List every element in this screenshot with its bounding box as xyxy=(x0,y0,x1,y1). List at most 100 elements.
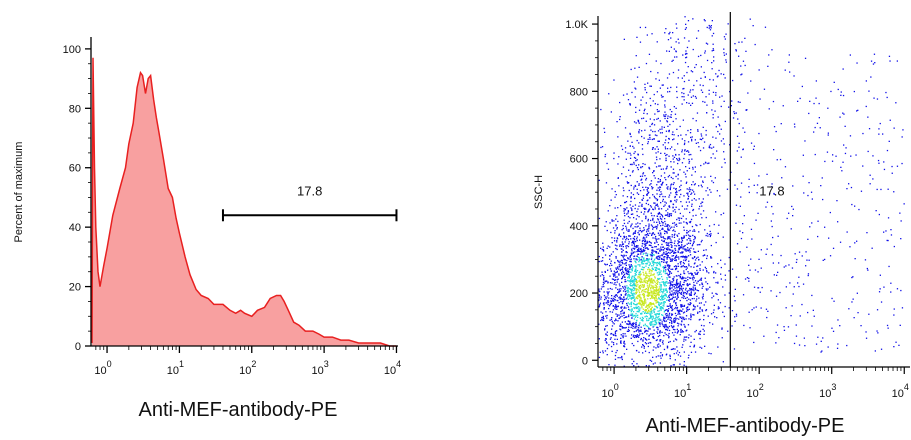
scatter-point xyxy=(648,261,650,263)
scatter-point xyxy=(722,361,724,363)
scatter-point xyxy=(633,307,635,309)
scatter-point xyxy=(808,182,810,184)
scatter-point xyxy=(680,291,683,294)
scatter-point xyxy=(748,277,750,280)
scatter-point xyxy=(693,239,695,241)
scatter-point xyxy=(685,293,688,295)
scatter-point xyxy=(652,228,654,230)
scatter-point xyxy=(673,182,675,184)
scatter-point xyxy=(634,235,636,238)
scatter-point xyxy=(612,299,614,301)
scatter-point xyxy=(630,309,632,311)
scatter-point xyxy=(619,298,621,300)
scatter-point xyxy=(638,122,640,124)
scatter-point xyxy=(639,239,641,241)
scatter-point xyxy=(641,117,643,120)
scatter-point xyxy=(615,306,617,308)
scatter-point xyxy=(663,259,665,262)
scatter-point xyxy=(644,245,646,247)
scatter-point xyxy=(657,310,659,312)
scatter-point xyxy=(645,291,647,293)
scatter-point xyxy=(669,316,672,318)
scatter-point xyxy=(661,227,664,229)
scatter-point xyxy=(728,179,730,181)
scatter-point xyxy=(657,130,660,132)
scatter-point xyxy=(691,277,694,279)
scatter-point xyxy=(650,315,652,318)
scatter-point xyxy=(645,280,647,282)
scatter-point xyxy=(683,280,686,282)
scatter-point xyxy=(656,203,658,205)
scatter-point xyxy=(648,258,650,260)
scatter-point xyxy=(903,203,905,205)
scatter-point xyxy=(637,314,639,316)
scatter-point xyxy=(648,328,650,330)
scatter-point xyxy=(688,195,690,198)
scatter-point xyxy=(737,118,739,120)
scatter-point xyxy=(766,316,768,319)
scatter-point xyxy=(613,152,615,154)
scatter-point xyxy=(629,280,632,282)
scatter-point xyxy=(612,305,614,307)
scatter-point xyxy=(610,345,613,348)
scatter-point xyxy=(627,323,629,325)
scatter-point xyxy=(726,188,729,190)
scatter-point xyxy=(651,188,653,190)
scatter-point xyxy=(648,225,650,227)
scatter-point xyxy=(620,337,622,339)
scatter-point xyxy=(675,223,678,225)
scatter-point xyxy=(655,266,657,269)
scatter-point xyxy=(614,274,616,276)
scatter-point xyxy=(677,173,679,175)
scatter-point xyxy=(710,313,713,315)
scatter-point xyxy=(846,344,848,347)
scatter-point xyxy=(806,259,808,261)
scatter-point xyxy=(685,234,687,237)
scatter-point xyxy=(645,186,647,188)
scatter-point xyxy=(665,320,668,322)
scatter-point xyxy=(658,79,660,81)
scatter-point xyxy=(760,307,762,309)
scatter-point xyxy=(620,342,622,344)
scatter-point xyxy=(676,278,678,281)
scatter-point xyxy=(827,346,829,348)
scatter-point xyxy=(613,295,615,297)
scatter-point xyxy=(666,299,668,301)
scatter-point xyxy=(666,224,669,226)
scatter-point xyxy=(706,26,708,29)
scatter-point xyxy=(627,302,629,304)
scatter-point xyxy=(653,333,655,335)
scatter-point xyxy=(693,256,696,258)
scatter-point xyxy=(664,332,666,334)
scatter-point xyxy=(644,237,646,239)
scatter-point xyxy=(681,246,683,248)
scatter-point xyxy=(604,350,607,352)
scatter-point xyxy=(697,130,699,132)
scatter-point xyxy=(648,208,651,210)
scatter-point xyxy=(659,186,662,188)
scatter-point xyxy=(653,263,655,265)
scatter-point xyxy=(661,296,664,298)
scatter-point xyxy=(666,265,669,267)
scatter-point xyxy=(822,259,824,261)
scatter-point xyxy=(645,338,647,341)
scatter-point xyxy=(678,189,680,192)
scatter-point xyxy=(893,245,895,248)
scatter-point xyxy=(618,268,620,270)
scatter-point xyxy=(620,340,622,342)
scatter-point xyxy=(680,292,682,294)
scatter-point xyxy=(717,299,719,301)
scatter-point xyxy=(709,26,711,28)
scatter-point xyxy=(629,284,631,286)
scatter-point xyxy=(669,272,671,274)
scatter-point xyxy=(618,290,620,292)
scatter-point xyxy=(837,343,839,345)
scatter-point xyxy=(663,267,665,269)
scatter-point xyxy=(666,258,668,260)
scatter-point xyxy=(604,271,606,273)
scatter-point xyxy=(896,60,898,62)
scatter-point xyxy=(626,287,628,289)
scatter-point xyxy=(634,185,637,187)
scatter-point xyxy=(693,297,695,300)
scatter-point xyxy=(652,291,654,294)
